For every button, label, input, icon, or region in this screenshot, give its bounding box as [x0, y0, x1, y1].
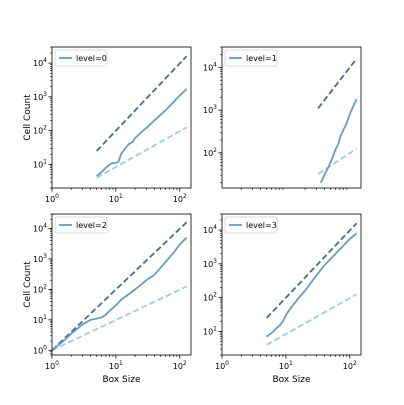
x-tick-label: 101 [109, 360, 123, 371]
x-axis-label: Box Size [272, 375, 311, 385]
legend-box [54, 216, 108, 234]
axes-frame [51, 46, 192, 189]
legend-label: level=2 [76, 221, 107, 230]
axes-frame [221, 46, 362, 189]
data-series-line [52, 237, 188, 351]
axes-frame [221, 213, 362, 356]
x-tick-label: 102 [343, 360, 357, 371]
x-tick-label: 100 [45, 193, 59, 204]
y-tick-label: 103 [203, 104, 217, 115]
x-tick-label: 100 [215, 360, 229, 371]
y-axis-label: Cell Count [23, 261, 33, 308]
subplot-0: 100 101 102 101 102 103 104 level=0 Cell Count [23, 46, 192, 204]
subplot-3: 100 101 102 101 102 103 104 level=3 Box Size [203, 213, 362, 385]
x-tick-label: 100 [45, 360, 59, 371]
subplot-2: 100 101 102 100 101 102 103 104 level=2 Cell Coun… [23, 213, 192, 385]
series-group [95, 55, 188, 179]
series-group [52, 221, 188, 352]
y-tick-label: 100 [33, 344, 47, 355]
reference-line [52, 285, 187, 352]
y-tick-label: 104 [33, 57, 47, 68]
legend-label: level=0 [76, 54, 107, 63]
legend-label: level=3 [246, 221, 277, 230]
reference-line [265, 222, 358, 319]
reference-line [95, 55, 188, 152]
y-tick-label: 102 [33, 125, 47, 136]
reference-line [52, 221, 188, 351]
x-axis-label: Box Size [102, 375, 141, 385]
x-tick-label: 102 [173, 193, 187, 204]
reference-line [317, 58, 358, 109]
legend-box [54, 49, 108, 67]
legend: level=0 [54, 49, 108, 67]
subplot-1: 102 103 104 level=1 [203, 46, 362, 190]
y-tick-label: 101 [33, 314, 47, 325]
y-tick-label: 104 [33, 223, 47, 234]
y-tick-label: 102 [203, 292, 217, 303]
series-group [265, 222, 358, 346]
reference-line [266, 293, 358, 346]
y-axis-label: Cell Count [23, 94, 33, 141]
x-tick-label: 101 [109, 193, 123, 204]
legend: level=2 [54, 216, 108, 234]
legend: level=1 [224, 49, 278, 67]
data-series-line [266, 232, 358, 338]
y-tick-label: 103 [203, 258, 217, 269]
legend: level=3 [224, 216, 278, 234]
legend-label: level=1 [246, 54, 277, 63]
y-tick-label: 103 [33, 253, 47, 264]
y-tick-label: 104 [203, 61, 217, 72]
x-tick-label: 101 [279, 360, 293, 371]
legend-box [224, 49, 278, 67]
y-tick-label: 101 [33, 158, 47, 169]
y-tick-label: 102 [203, 147, 217, 158]
reference-line [317, 147, 358, 175]
y-tick-label: 101 [203, 325, 217, 336]
legend-box [224, 216, 278, 234]
data-series-line [319, 98, 358, 184]
axes-frame [51, 213, 192, 356]
y-tick-label: 104 [203, 224, 217, 235]
x-tick-label: 102 [173, 360, 187, 371]
data-series-line [96, 88, 188, 177]
y-tick-label: 103 [33, 91, 47, 102]
reference-line [96, 126, 188, 179]
y-tick-label: 102 [33, 283, 47, 294]
series-group [317, 58, 358, 184]
